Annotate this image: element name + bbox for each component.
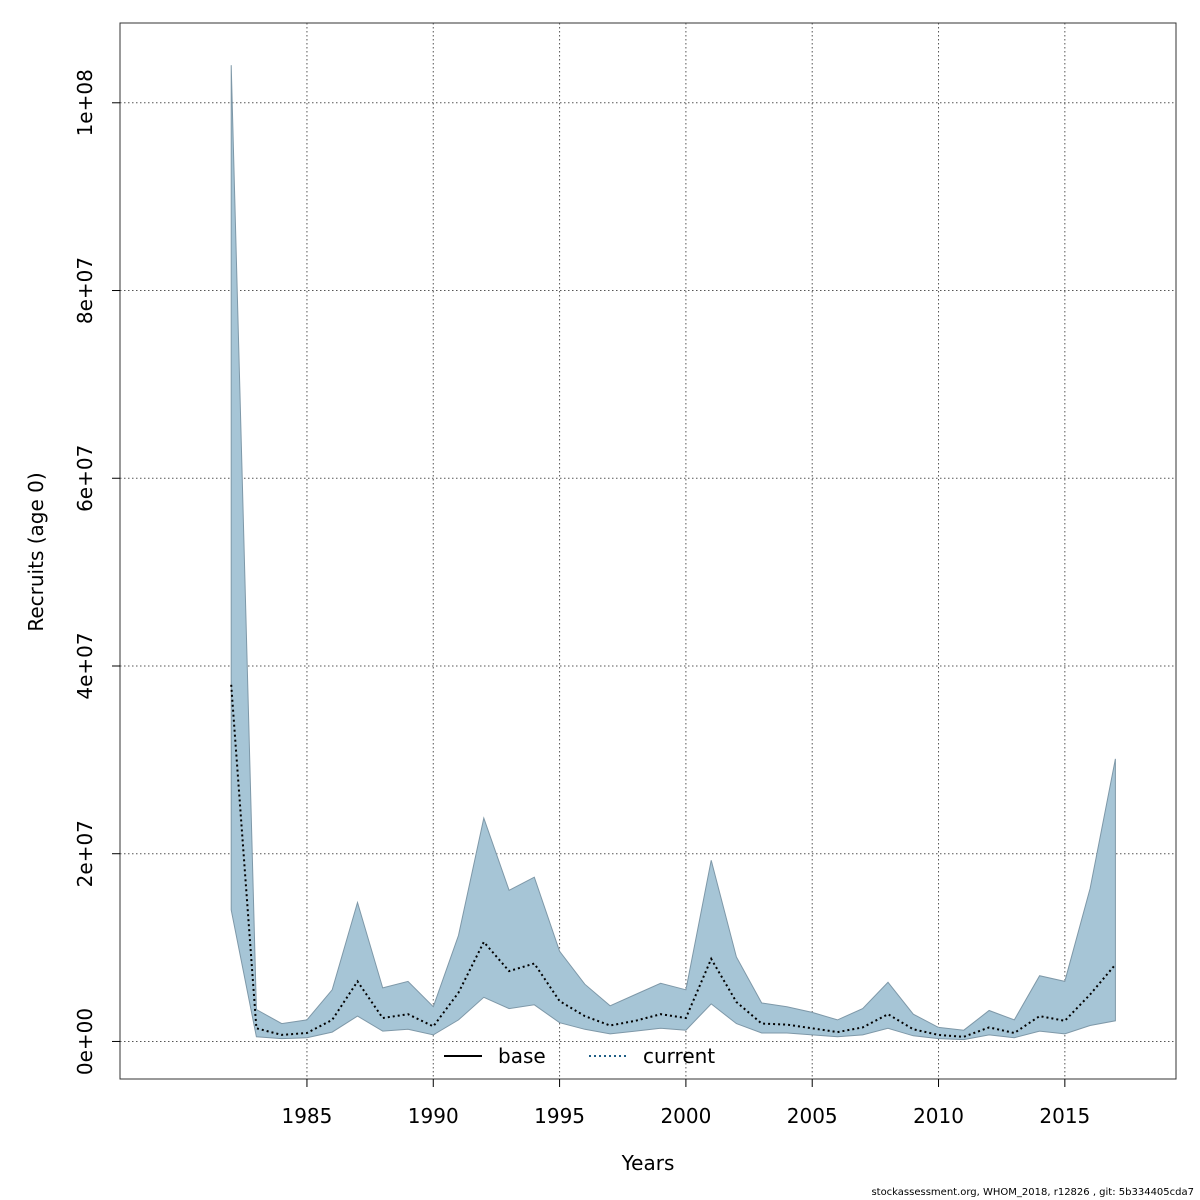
x-tick-label: 1990 xyxy=(408,1104,459,1128)
y-axis-title: Recruits (age 0) xyxy=(24,472,48,631)
legend: base current xyxy=(444,1044,715,1068)
legend-label-current: current xyxy=(643,1044,715,1068)
x-tick-label: 2010 xyxy=(913,1104,964,1128)
x-tick-label: 1995 xyxy=(534,1104,585,1128)
x-tick-label: 2015 xyxy=(1039,1104,1090,1128)
x-tick-label: 1985 xyxy=(281,1104,332,1128)
x-axis-title: Years xyxy=(621,1151,675,1175)
grid-lines xyxy=(120,23,1176,1079)
plot-frame xyxy=(119,22,1177,1080)
x-axis: 1985 1990 1995 2000 2005 2010 2015 xyxy=(281,1079,1090,1128)
y-tick-label: 1e+08 xyxy=(73,69,97,136)
x-tick-label: 2000 xyxy=(660,1104,711,1128)
y-tick-label: 0e+00 xyxy=(73,1008,97,1075)
y-tick-label: 6e+07 xyxy=(73,445,97,512)
y-axis: 0e+00 2e+07 4e+07 6e+07 8e+07 1e+08 xyxy=(73,69,120,1075)
y-tick-label: 8e+07 xyxy=(73,257,97,324)
legend-label-base: base xyxy=(498,1044,546,1068)
y-tick-label: 2e+07 xyxy=(73,820,97,887)
confidence-band xyxy=(230,65,1116,1041)
y-tick-label: 4e+07 xyxy=(73,632,97,699)
footer-credit: stockassessment.org, WHOM_2018, r12826 ,… xyxy=(871,1187,1194,1198)
x-tick-label: 2005 xyxy=(787,1104,838,1128)
